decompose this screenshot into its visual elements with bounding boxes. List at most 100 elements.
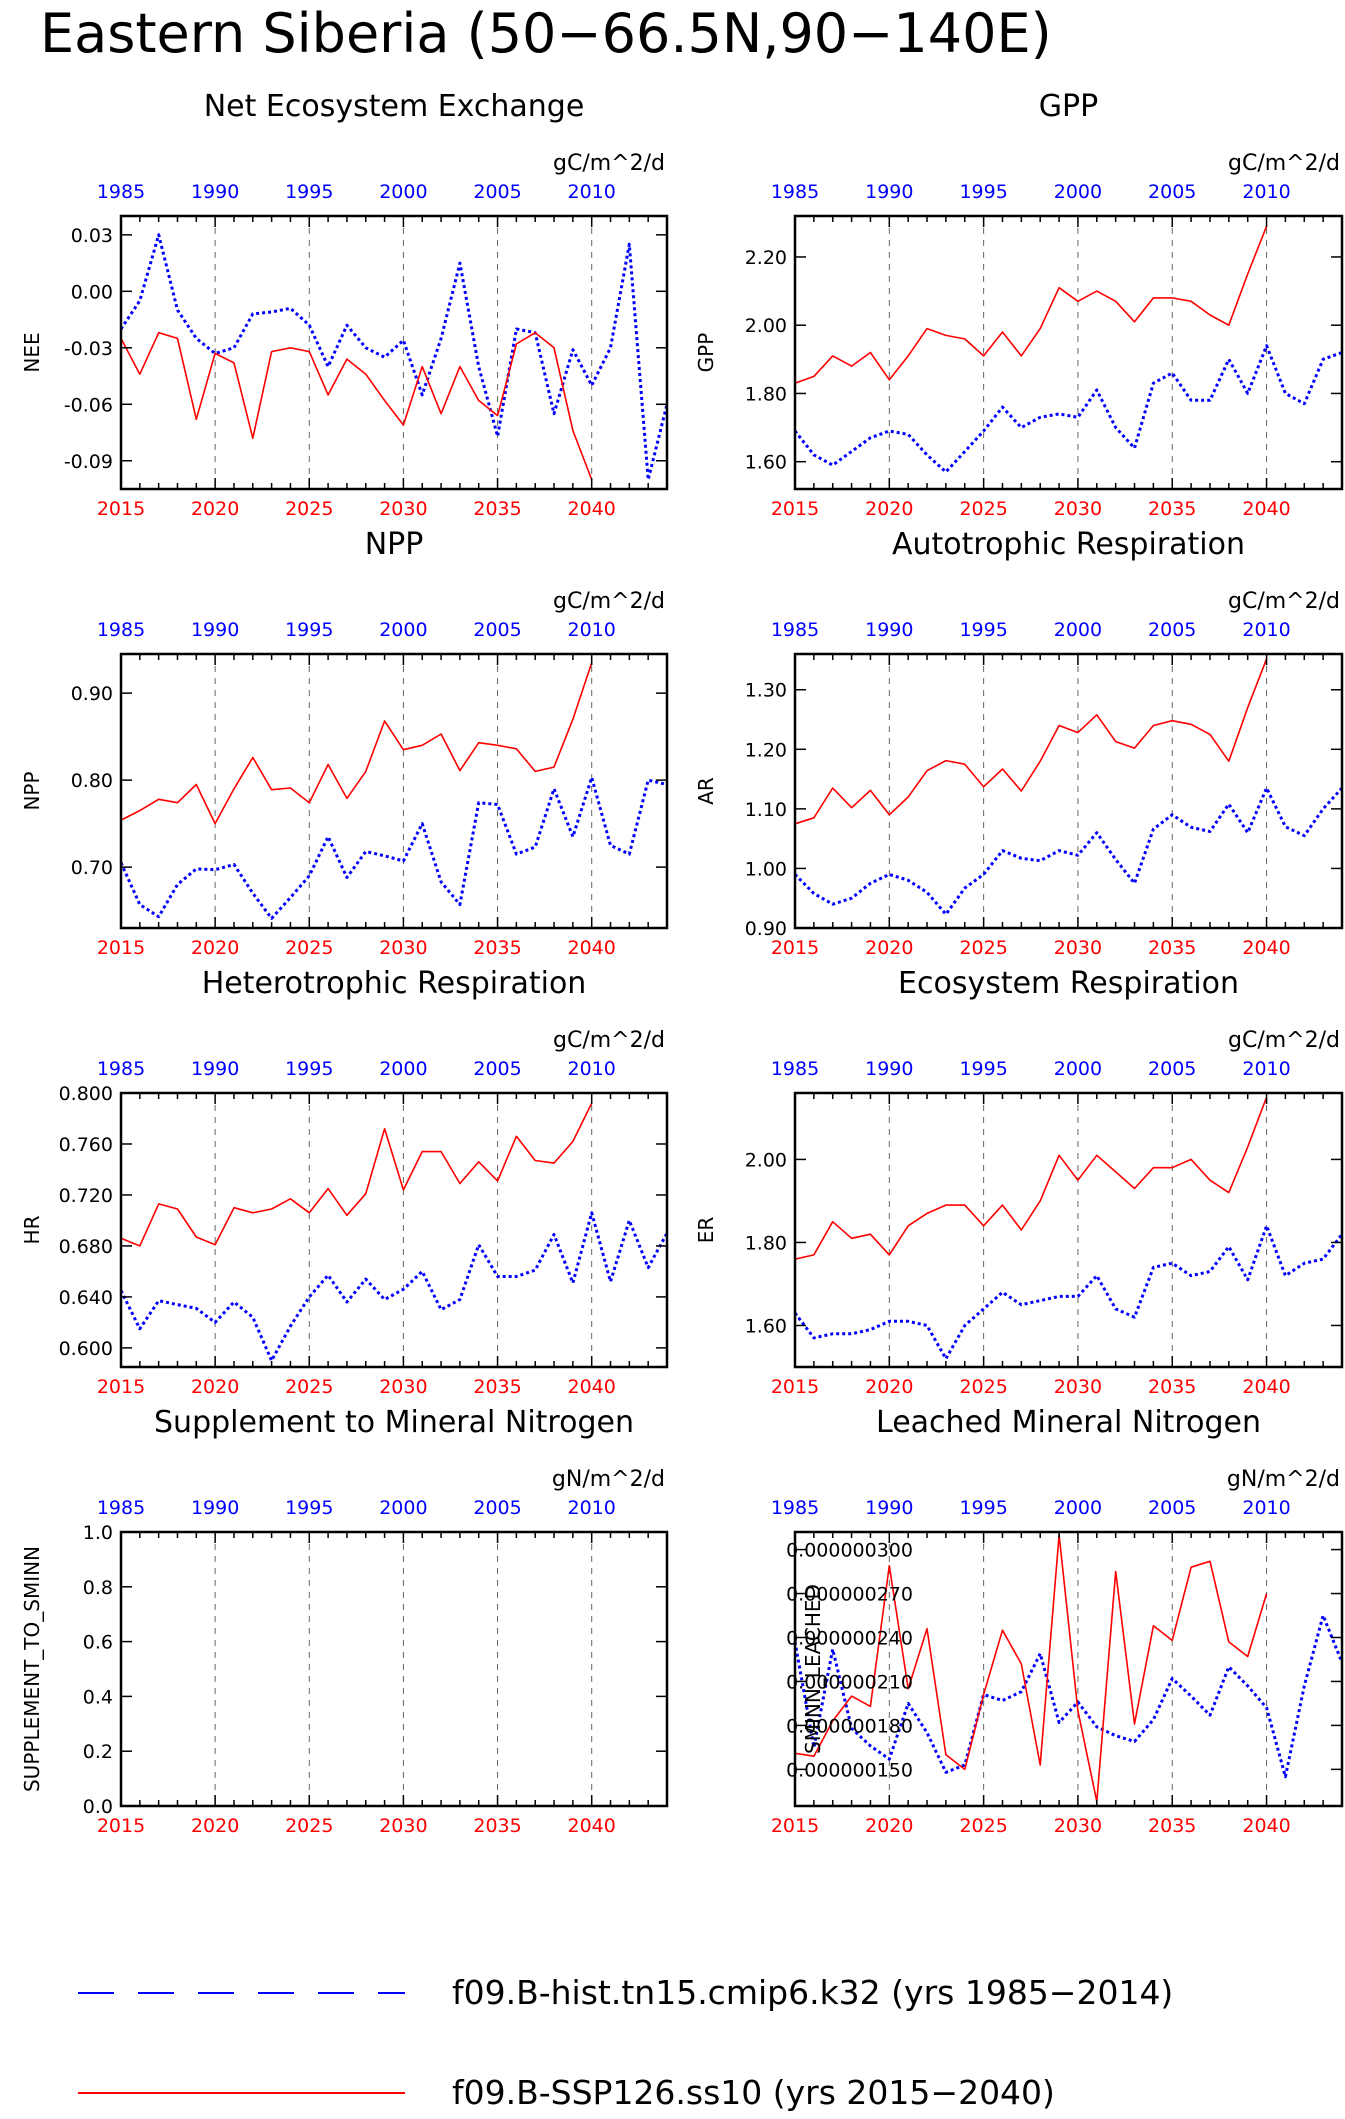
x-tick-label-top: 1990 [865, 181, 913, 203]
x-tick-label-top: 1995 [285, 1058, 333, 1080]
x-tick-label-top: 2005 [473, 1058, 521, 1080]
x-tick-label-top: 2000 [1054, 619, 1102, 641]
y-tick-label: 0.8 [83, 1577, 113, 1599]
x-tick-label-bottom: 2040 [1242, 498, 1290, 520]
x-tick-label-top: 2000 [379, 181, 427, 203]
y-tick-label: 1.0 [83, 1522, 113, 1544]
x-tick-label-bottom: 2040 [568, 937, 616, 959]
y-axis-label: NEE [20, 332, 44, 372]
y-tick-label: 0.6 [83, 1632, 113, 1654]
x-tick-label-top: 2005 [1148, 619, 1196, 641]
x-tick-label-bottom: 2040 [568, 498, 616, 520]
units-label: gC/m^2/d [553, 589, 665, 614]
x-tick-label-bottom: 2015 [771, 1815, 819, 1837]
panel-npp: NPP gC/m^2/d 2015 2020 2025 2030 2035 2040 1985 1… [20, 527, 669, 959]
y-tick-label: 2.20 [745, 247, 787, 269]
y-tick-label: -0.06 [64, 394, 113, 416]
plot-frame [119, 652, 669, 930]
x-tick-label-top: 2010 [568, 181, 616, 203]
panel-title: Net Ecosystem Exchange [204, 89, 585, 124]
x-tick-label-bottom: 2025 [285, 498, 333, 520]
x-tick-label-bottom: 2035 [1148, 1376, 1196, 1398]
units-label: gN/m^2/d [552, 1467, 665, 1492]
plot-frame [119, 214, 669, 491]
panel-title: NPP [365, 527, 424, 562]
x-tick-label-top: 2005 [1148, 1497, 1196, 1519]
x-tick-label-bottom: 2015 [97, 1376, 145, 1398]
legend-hist-label: f09.B-hist.tn15.cmip6.k32 (yrs 1985−2014… [452, 1973, 1173, 2012]
x-tick-label-top: 1990 [191, 619, 239, 641]
y-tick-label: 1.10 [745, 799, 787, 821]
series-hist-line [793, 1614, 1344, 1779]
x-tick-label-top: 2005 [473, 181, 521, 203]
x-tick-label-bottom: 2015 [97, 498, 145, 520]
x-tick-label-bottom: 2025 [959, 1815, 1007, 1837]
series-ssp-line [794, 225, 1268, 384]
series-hist-line [119, 776, 668, 920]
plot-frame [793, 214, 1344, 491]
y-tick-label: -0.03 [64, 338, 113, 360]
x-tick-label-bottom: 2040 [1242, 937, 1290, 959]
x-tick-label-top: 1995 [959, 1058, 1007, 1080]
series-ssp-line [120, 1102, 593, 1247]
series-ssp-line [120, 662, 593, 825]
y-tick-label: 1.20 [745, 739, 787, 761]
panel-title: GPP [1039, 89, 1098, 124]
series-hist-line [119, 233, 669, 482]
y-tick-label: 0.000000150 [786, 1759, 913, 1781]
x-tick-label-top: 2000 [1054, 1497, 1102, 1519]
series-hist-line [793, 1224, 1344, 1361]
x-tick-label-top: 1985 [97, 619, 145, 641]
y-tick-label: 0.80 [71, 770, 113, 792]
panel-er: Ecosystem Respiration gC/m^2/d 2015 2020 202… [694, 966, 1344, 1398]
y-tick-label: 0.03 [71, 225, 113, 247]
x-tick-label-bottom: 2030 [379, 937, 427, 959]
x-tick-label-top: 1990 [865, 1058, 913, 1080]
panel-ar: Autotrophic Respiration gC/m^2/d 2015 2020 2… [694, 527, 1344, 959]
panel-supplement-to-sminn: Supplement to Mineral Nitrogen gN/m^2/d 20… [20, 1405, 669, 1837]
y-tick-label: 0.90 [745, 918, 787, 940]
y-tick-label: 0.000000210 [786, 1671, 913, 1693]
x-tick-label-bottom: 2040 [568, 1376, 616, 1398]
x-tick-label-top: 1985 [771, 1058, 819, 1080]
series-ssp-line [794, 658, 1268, 825]
y-axis-label: AR [694, 777, 718, 805]
x-tick-label-top: 2000 [1054, 181, 1102, 203]
x-tick-label-bottom: 2015 [97, 937, 145, 959]
x-tick-label-top: 1990 [191, 181, 239, 203]
x-tick-label-bottom: 2025 [959, 498, 1007, 520]
x-tick-label-top: 1990 [191, 1497, 239, 1519]
x-tick-label-top: 1990 [865, 1497, 913, 1519]
x-tick-label-bottom: 2020 [191, 498, 239, 520]
x-tick-label-bottom: 2025 [285, 1376, 333, 1398]
x-tick-label-top: 1990 [865, 619, 913, 641]
x-tick-label-top: 2005 [1148, 1058, 1196, 1080]
series-ssp-line [120, 331, 593, 480]
x-tick-label-top: 1985 [97, 1497, 145, 1519]
x-tick-label-bottom: 2020 [865, 1815, 913, 1837]
y-tick-label: -0.09 [64, 451, 113, 473]
units-label: gC/m^2/d [553, 151, 665, 176]
x-tick-label-top: 2010 [1242, 619, 1290, 641]
panel-title: Autotrophic Respiration [892, 527, 1245, 562]
panel-title: Supplement to Mineral Nitrogen [154, 1405, 634, 1440]
units-label: gC/m^2/d [1228, 1028, 1340, 1053]
legend-ssp-label: f09.B-SSP126.ss10 (yrs 2015−2040) [452, 2073, 1055, 2112]
x-tick-label-bottom: 2030 [379, 1376, 427, 1398]
y-tick-label: 0.70 [71, 857, 113, 879]
x-tick-label-top: 1985 [771, 1497, 819, 1519]
x-tick-label-top: 2010 [1242, 1497, 1290, 1519]
x-tick-label-top: 2010 [1242, 181, 1290, 203]
y-tick-label: 1.80 [745, 1232, 787, 1254]
x-tick-label-bottom: 2020 [191, 1815, 239, 1837]
x-tick-label-bottom: 2020 [865, 1376, 913, 1398]
series-hist-line [793, 786, 1344, 916]
x-tick-label-bottom: 2030 [1054, 1376, 1102, 1398]
y-tick-label: 0.800 [59, 1083, 113, 1105]
panel-sminn-leached: Leached Mineral Nitrogen gN/m^2/d 2015 2020… [771, 1405, 1344, 1837]
x-tick-label-bottom: 2030 [1054, 937, 1102, 959]
x-tick-label-bottom: 2035 [1148, 498, 1196, 520]
series-ssp-line [794, 1096, 1268, 1260]
y-tick-label: 1.30 [745, 680, 787, 702]
x-tick-label-bottom: 2020 [191, 1376, 239, 1398]
